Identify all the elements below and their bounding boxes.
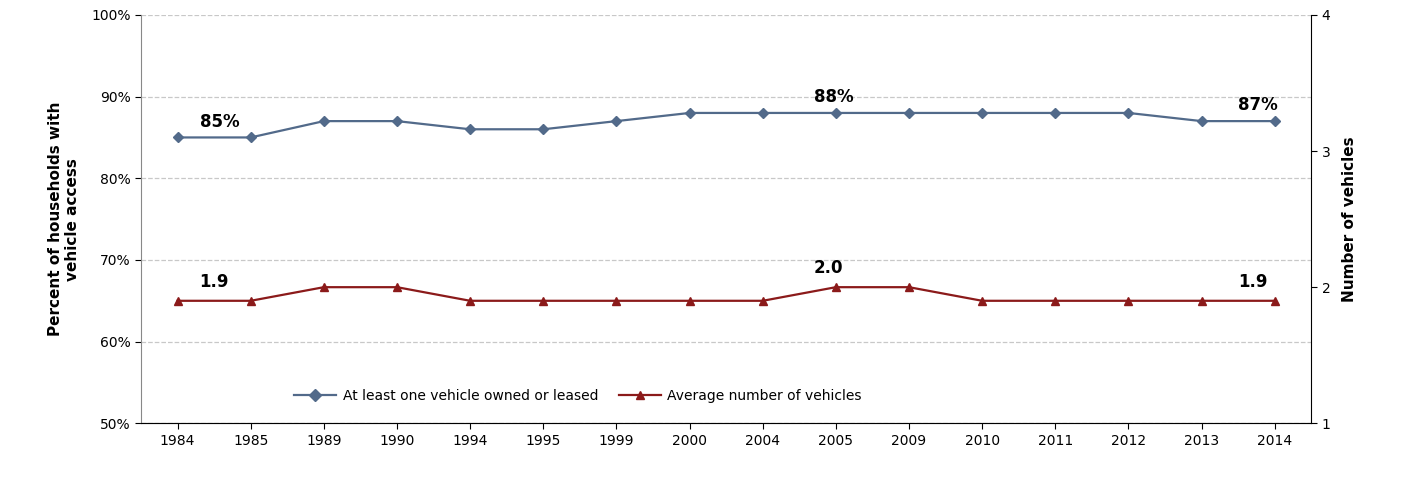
Text: 87%: 87% [1238, 96, 1277, 114]
Y-axis label: Number of vehicles: Number of vehicles [1342, 136, 1356, 302]
Text: 1.9: 1.9 [1238, 273, 1268, 291]
Text: 1.9: 1.9 [200, 273, 228, 291]
Text: 88%: 88% [814, 88, 853, 106]
Legend: At least one vehicle owned or leased, Average number of vehicles: At least one vehicle owned or leased, Av… [289, 383, 867, 408]
Y-axis label: Percent of households with
vehicle access: Percent of households with vehicle acces… [48, 102, 80, 336]
Text: 2.0: 2.0 [814, 259, 843, 277]
Text: 85%: 85% [200, 113, 240, 131]
